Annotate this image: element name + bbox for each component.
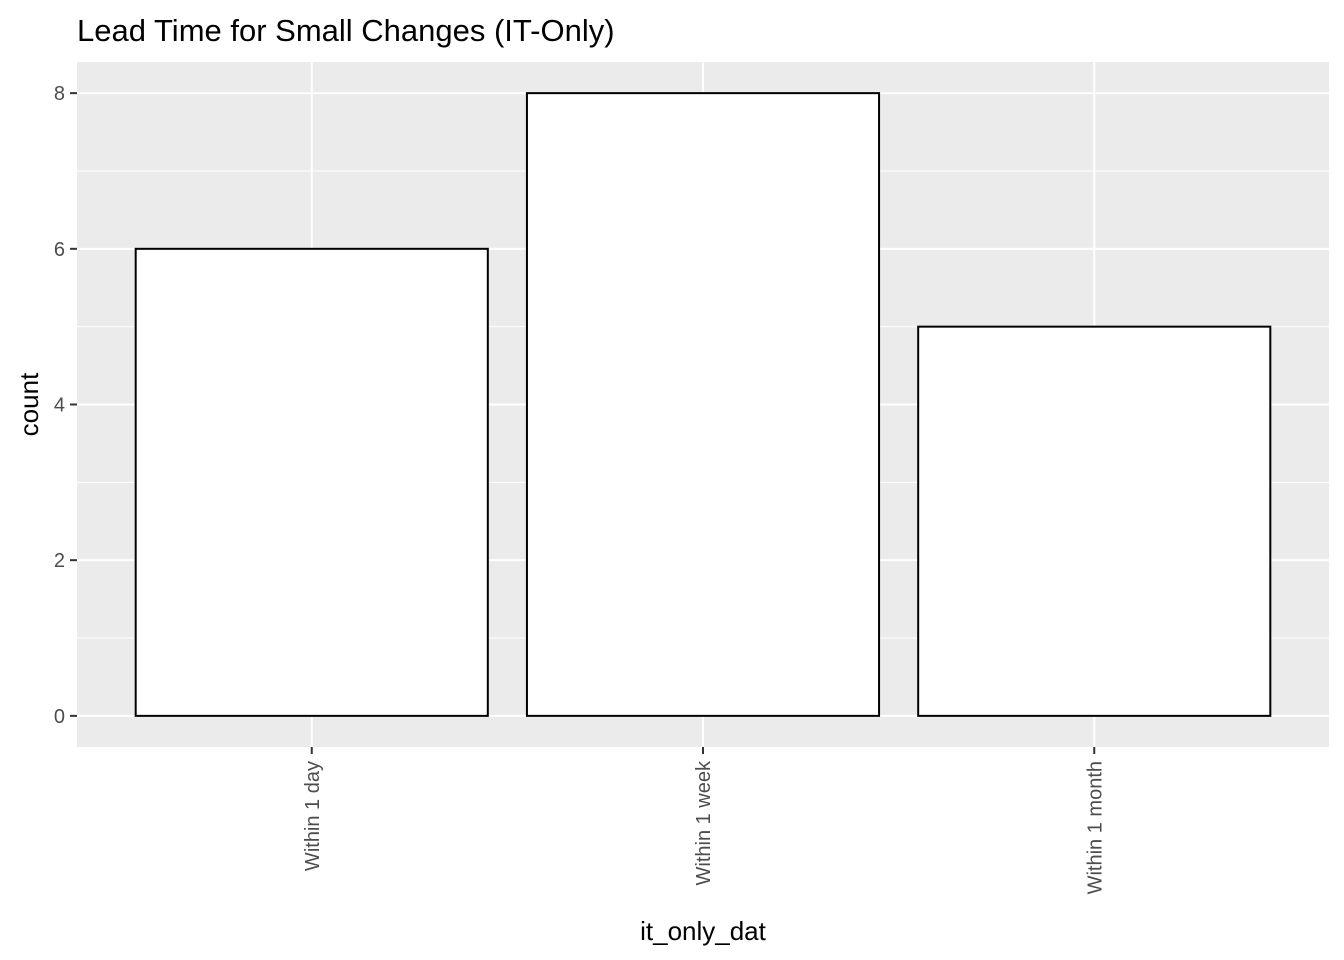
y-axis: 0 2 4 6 8 xyxy=(54,83,77,728)
bars xyxy=(134,92,1272,717)
x-tick-label: Within 1 week xyxy=(693,760,715,885)
x-axis-title: it_only_dat xyxy=(640,916,767,946)
y-axis-title: count xyxy=(14,372,44,436)
bar-within-1-week xyxy=(525,92,881,717)
y-tick-label: 4 xyxy=(54,395,65,417)
x-axis: Within 1 day Within 1 week Within 1 month xyxy=(302,747,1106,894)
x-tick-label: Within 1 month xyxy=(1084,761,1106,894)
x-tick-label: Within 1 day xyxy=(302,761,324,871)
y-tick-label: 6 xyxy=(54,239,65,261)
y-tick-label: 8 xyxy=(54,83,65,105)
bar-within-1-month xyxy=(917,325,1272,717)
y-tick-label: 0 xyxy=(54,706,65,728)
y-tick-label: 2 xyxy=(54,550,65,572)
chart-title: Lead Time for Small Changes (IT-Only) xyxy=(77,13,615,48)
bar-within-1-day xyxy=(134,247,489,717)
